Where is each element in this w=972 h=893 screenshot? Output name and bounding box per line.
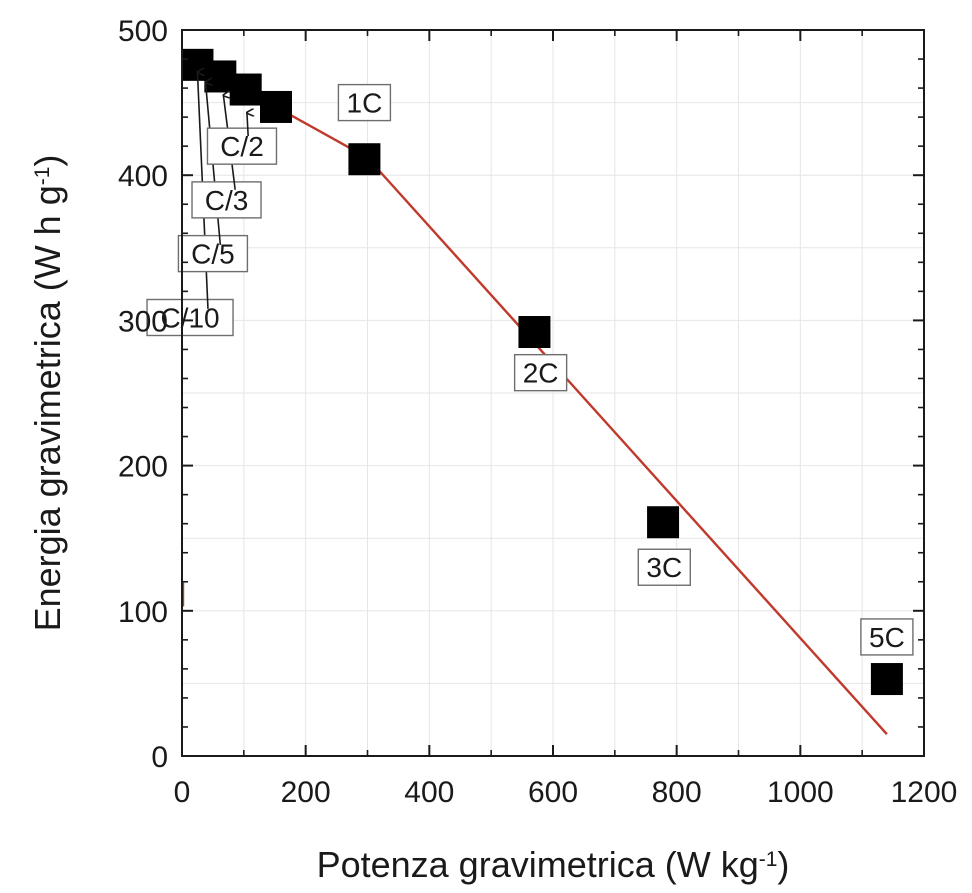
x-tick-label: 200	[281, 776, 331, 809]
point-label-box	[513, 353, 568, 392]
fit-line-layer	[182, 53, 888, 736]
x-tick-label: 0	[174, 776, 191, 809]
x-tick-label: 600	[528, 776, 578, 809]
point-label-text: C/3	[205, 185, 249, 216]
x-axis-title-superscript: -1	[759, 848, 778, 871]
y-tick-label: 500	[118, 15, 168, 48]
point-label-box	[860, 618, 914, 656]
point-label-c-10: C/10	[146, 298, 234, 337]
x-tick-label: 1000	[767, 776, 834, 809]
y-tick-label: 300	[118, 305, 168, 338]
point-label-c-5: C/5	[177, 234, 249, 273]
point-label-text: 1C	[347, 88, 383, 119]
point-label-5c: 5C	[860, 618, 914, 656]
annotation-layer: C/10 C/5 C/3 C/2 1C 2C 3C 5C	[146, 72, 914, 656]
point-label-box	[206, 127, 278, 165]
y-axis-title: Energia gravimetrica (W h g-1)	[27, 155, 68, 632]
point-label-3c: 3C	[637, 548, 691, 586]
annotation-arrow	[247, 113, 248, 137]
point-label-text: C/5	[191, 239, 235, 270]
data-point-c-3	[229, 73, 262, 106]
point-label-text: C/2	[220, 131, 264, 162]
point-label-text: 5C	[869, 622, 905, 653]
point-label-c-3: C/3	[191, 181, 262, 219]
x-tick-label: 800	[652, 776, 702, 809]
point-label-box	[177, 234, 249, 273]
point-label-box	[337, 83, 392, 122]
point-label-text: 2C	[523, 358, 559, 389]
data-point-1c	[348, 143, 381, 176]
point-label-box	[637, 548, 691, 586]
point-label-box	[146, 298, 234, 337]
data-point-3c	[647, 506, 680, 539]
y-tick-label: 100	[118, 596, 168, 629]
fit-line	[182, 53, 888, 736]
y-tick-label: 0	[151, 741, 168, 774]
point-label-2c: 2C	[513, 353, 568, 392]
point-label-c-2: C/2	[206, 127, 278, 165]
y-axis-title-superscript: -1	[31, 167, 54, 186]
point-label-text: C/10	[160, 302, 219, 333]
y-tick-label: 200	[118, 451, 168, 484]
point-label-1c: 1C	[337, 83, 392, 122]
x-tick-label: 1200	[891, 776, 958, 809]
grid-layer	[182, 30, 924, 756]
point-label-text: 3C	[646, 552, 682, 583]
x-axis-title: Potenza gravimetrica (W kg-1)	[317, 844, 790, 885]
data-point-c-2	[259, 90, 292, 123]
point-label-box	[191, 181, 262, 219]
y-tick-label: 400	[118, 160, 168, 193]
data-point-2c	[518, 316, 551, 349]
axis-layer: 0 200 400 600 800 1000 1200 0 100 200 300 400 500	[118, 15, 957, 809]
data-point-5c	[870, 663, 903, 696]
x-tick-label: 400	[404, 776, 454, 809]
